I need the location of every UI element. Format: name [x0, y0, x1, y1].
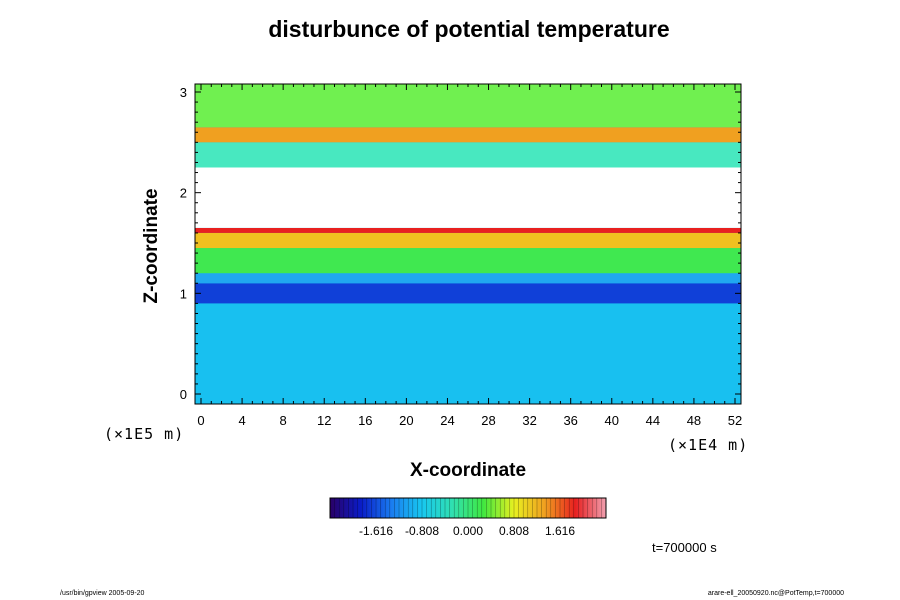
- x-tick-label: 52: [728, 413, 742, 428]
- y-unit-label: (×1E5 m): [104, 425, 185, 443]
- colorbar-tick-label: 0.808: [499, 524, 529, 538]
- colorbar-tick-label: 1.616: [545, 524, 575, 538]
- x-tick-label: 16: [358, 413, 372, 428]
- heatmap-band: [195, 303, 741, 404]
- heatmap-band: [195, 273, 741, 284]
- x-tick-label: 12: [317, 413, 331, 428]
- x-tick-label: 48: [687, 413, 701, 428]
- x-unit-label: (×1E4 m): [668, 436, 749, 454]
- x-tick-label: 28: [481, 413, 495, 428]
- x-tick-label: 44: [646, 413, 660, 428]
- footer-file: arare-ell_20050920.nc@PotTemp,t=700000: [707, 590, 844, 597]
- chart-title: disturbunce of potential temperature: [268, 16, 670, 42]
- heatmap-band: [195, 227, 741, 233]
- y-tick-label: 3: [180, 85, 187, 100]
- x-axis: 0 4 8 12 16 20 24 28 32 36 40 44 48 52: [197, 84, 742, 428]
- heatmap-band: [195, 232, 741, 249]
- x-tick-label: 0: [197, 413, 204, 428]
- heatmap-band: [195, 84, 741, 128]
- heatmap-band: [195, 248, 741, 274]
- x-tick-label: 40: [605, 413, 619, 428]
- x-tick-label: 36: [563, 413, 577, 428]
- x-tick-label: 4: [238, 413, 245, 428]
- x-tick-label: 20: [399, 413, 413, 428]
- x-tick-label: 24: [440, 413, 454, 428]
- heatmap-field: [195, 84, 741, 404]
- x-axis-label: X-coordinate: [409, 460, 527, 481]
- footer-command: /usr/bin/gpview 2005-09-20: [60, 590, 145, 597]
- x-tick-label: 32: [522, 413, 536, 428]
- heatmap-band: [195, 283, 741, 304]
- colorbar-tick-label: -0.808: [405, 524, 439, 538]
- y-axis-label: Z-coordinate: [141, 188, 162, 304]
- y-axis: 0 1 2 3: [180, 85, 741, 402]
- colorbar-tick-label: -1.616: [359, 524, 393, 538]
- heatmap-band: [195, 142, 741, 168]
- y-tick-label: 0: [180, 387, 187, 402]
- y-tick-label: 2: [180, 186, 187, 201]
- colorbar-tick-label: 0.000: [453, 524, 483, 538]
- heatmap-band: [195, 167, 741, 228]
- heatmap-band: [195, 127, 741, 143]
- time-label: t=700000 s: [652, 540, 717, 555]
- y-tick-label: 1: [180, 286, 187, 301]
- colorbar-ticks: -1.616 -0.808 0.000 0.808 1.616: [334, 498, 602, 538]
- x-tick-label: 8: [280, 413, 287, 428]
